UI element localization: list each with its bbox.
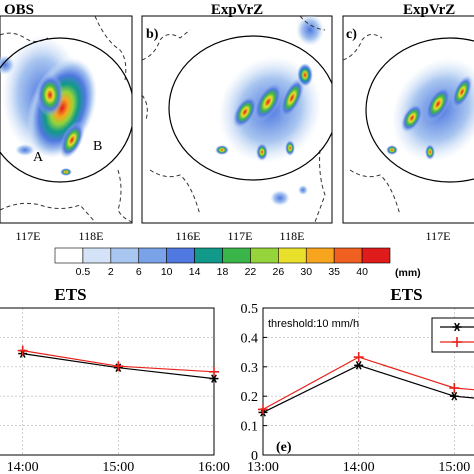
colorbar-tick-label: 0.5 (76, 266, 91, 278)
series-line (262, 356, 474, 410)
plus-marker (449, 383, 460, 393)
rain-field (0, 16, 132, 223)
map-title: ExpVrZ (403, 2, 455, 18)
chart-title: ETS (54, 285, 86, 304)
point-label-b: B (93, 139, 102, 154)
colorbar-swatch (222, 247, 251, 264)
colorbar-swatch (138, 247, 167, 264)
x-tick-label: 14:00 (7, 460, 39, 474)
rain-field (142, 16, 332, 223)
plus-marker (209, 366, 219, 377)
asterisk-marker (354, 361, 364, 370)
plot-frame (0, 307, 215, 456)
colorbar-tick-label: 26 (272, 266, 284, 278)
plus-marker (452, 337, 462, 347)
y-tick-label: 0.5 (241, 302, 259, 317)
y-tick-label: 0.4 (241, 331, 259, 346)
lon-tick: 116E (176, 229, 201, 243)
lon-tick: 118E (79, 229, 104, 243)
colorbar-swatch (250, 247, 279, 264)
asterisk-marker (209, 374, 219, 383)
map-panel-a: OBS A B 117E 118E (0, 2, 133, 243)
map-title: ExpVrZ (211, 2, 263, 18)
asterisk-marker (452, 322, 462, 332)
chart-title: ETS (390, 285, 422, 304)
colorbar-tick-label: 22 (245, 266, 257, 278)
panel-label: c) (346, 27, 357, 42)
map-panel-b: b) ExpVrZ 116E 117E 118E (141, 2, 333, 243)
colorbar-tick-label: 2 (108, 266, 114, 278)
y-tick-label: 0.3 (241, 361, 259, 376)
colorbar-swatch (278, 247, 307, 264)
panel-label: b) (146, 27, 159, 42)
lon-tick: 117E (228, 229, 253, 243)
domain-circle (365, 37, 474, 183)
colorbar-tick-label: 35 (328, 266, 340, 278)
x-tick-label: 13:00 (247, 460, 279, 474)
point-label-a: A (33, 150, 44, 165)
series-line (262, 364, 474, 413)
lon-tick: 117E (426, 229, 451, 243)
x-tick-label: 16:00 (198, 460, 230, 474)
colorbar-swatch (54, 247, 84, 264)
x-tick-label: 15:00 (102, 460, 134, 474)
colorbar-tick-label: 18 (217, 266, 229, 278)
colorbar-tick-label: 14 (189, 266, 201, 278)
plus-marker (353, 352, 364, 363)
marker-stroke (355, 361, 362, 370)
colorbar-swatch (305, 247, 335, 264)
domain-circle (168, 35, 332, 181)
x-tick-label: 15:00 (438, 460, 470, 474)
y-tick-label: 0 (251, 449, 258, 464)
plus-marker (17, 345, 28, 356)
colorbar-swatch (194, 247, 223, 264)
lon-tick: 118E (280, 229, 305, 243)
y-tick-label: 0.2 (241, 390, 259, 405)
asterisk-marker (449, 391, 459, 401)
colorbar-swatch (361, 247, 391, 264)
x-tick-label: 14:00 (343, 460, 375, 474)
plot-frame (262, 307, 474, 456)
marker-stroke (451, 391, 458, 401)
map-title: OBS (4, 2, 34, 18)
ets-chart-e: ETS 0 0.1 0.2 0.3 0.4 0.5 13:00 14:00 15:00 thresh… (241, 285, 474, 474)
rain-field (343, 34, 474, 216)
colorbar-swatch (166, 247, 195, 264)
colorbar-tick-label: 30 (300, 266, 312, 278)
marker-stroke (211, 374, 217, 383)
domain-circle (0, 37, 132, 183)
map-panel-c: c) ExpVrZ 117E (342, 2, 474, 243)
colorbar-swatch (333, 247, 363, 264)
colorbar-tick-label: 10 (161, 266, 173, 278)
y-tick-label: 0.1 (241, 420, 259, 435)
colorbar: 0.5 2 6 10 14 18 22 26 30 35 40 (54, 247, 391, 278)
plus-marker (113, 361, 124, 372)
lon-tick: 117E (16, 229, 41, 243)
colorbar-unit: (mm) (395, 267, 421, 279)
colorbar-swatch (110, 247, 140, 264)
marker-stroke (454, 322, 460, 332)
colorbar-tick-label: 6 (136, 266, 142, 278)
colorbar-tick-label: 40 (356, 266, 368, 278)
threshold-annotation: threshold:10 mm/h (268, 318, 359, 330)
legend-box (431, 317, 474, 353)
panel-label: (e) (276, 440, 292, 455)
colorbar-swatch (82, 247, 112, 264)
plus-marker (258, 404, 268, 415)
